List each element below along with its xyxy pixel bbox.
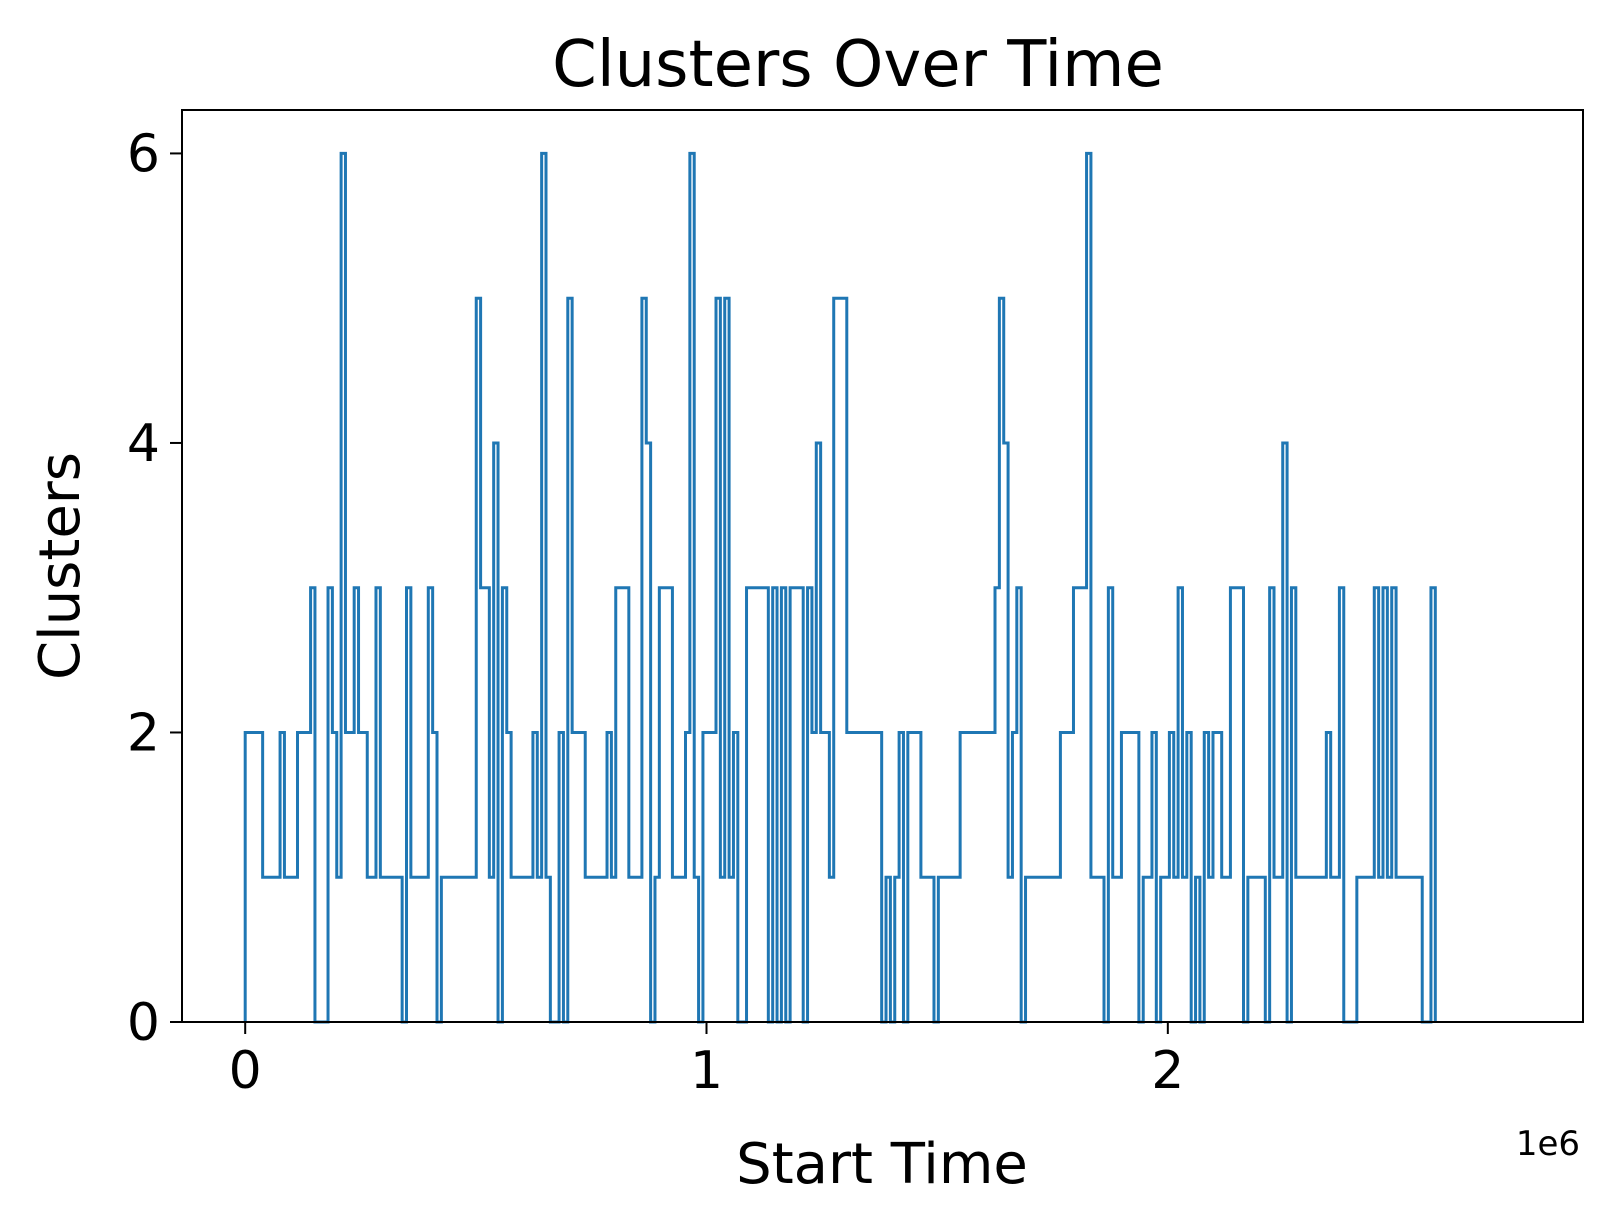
chart-title: Clusters Over Time — [552, 28, 1164, 102]
series-step-line-0 — [243, 151, 1437, 1024]
x-axis-label: Start Time — [736, 1132, 1028, 1197]
y-tick-label: 4 — [127, 414, 160, 474]
x-axis-offset-label: 1e6 — [1516, 1124, 1580, 1164]
y-tick-label: 2 — [127, 703, 160, 763]
x-axis: 0 1 2 — [229, 1022, 1184, 1101]
y-axis-label: Clusters — [28, 452, 93, 680]
plot-area — [243, 151, 1437, 1024]
y-tick-label: 6 — [127, 124, 160, 184]
plot-frame — [181, 109, 1584, 1023]
x-tick-label: 1 — [690, 1041, 723, 1101]
y-axis: 0 2 4 6 — [127, 124, 182, 1053]
x-tick-label: 0 — [229, 1041, 262, 1101]
y-tick-label: 0 — [127, 993, 160, 1053]
x-tick-label: 2 — [1151, 1041, 1184, 1101]
